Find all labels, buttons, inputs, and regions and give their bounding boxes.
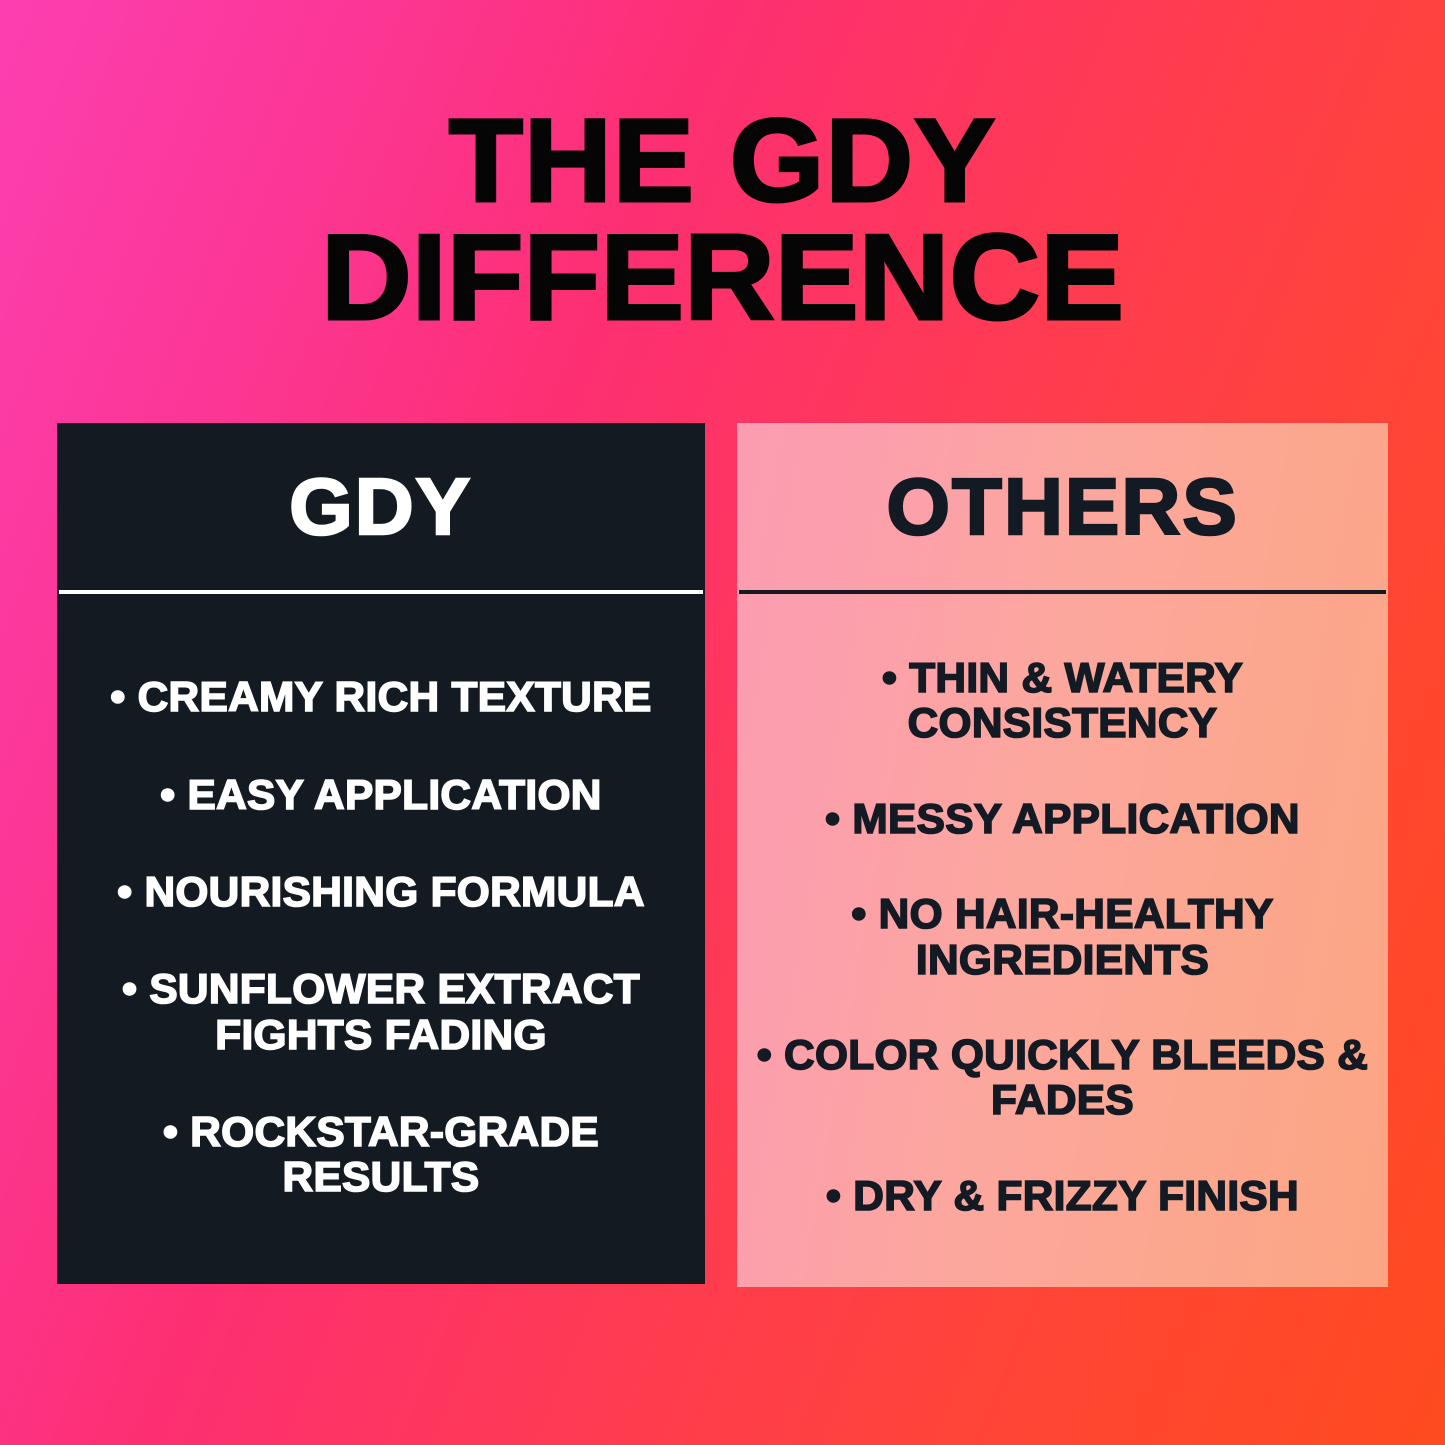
column-header-gdy-label: GDY [288,461,473,551]
list-item: • EASY APPLICATION [159,770,602,818]
column-divider-others [739,590,1386,594]
comparison-column-gdy: GDY • CREAMY RICH TEXTURE • EASY APPLICA… [57,423,705,1284]
list-item: • MESSY APPLICATION [824,794,1300,842]
list-item: • ROCKSTAR-GRADE RESULTS [162,1108,600,1201]
list-item: • COLOR QUICKLY BLEEDS & FADES [756,1030,1369,1124]
bullet-list-others: • THIN & WATERY CONSISTENCY • MESSY APPL… [737,594,1388,1287]
column-header-others-label: OTHERS [885,461,1239,551]
list-item: • CREAMY RICH TEXTURE [110,673,653,721]
list-item: • NO HAIR-HEALTHY INGREDIENTS [851,890,1275,983]
list-item: • THIN & WATERY CONSISTENCY [881,654,1244,747]
list-item: • NOURISHING FORMULA [116,867,645,915]
comparison-column-others: OTHERS • THIN & WATERY CONSISTENCY • MES… [737,423,1388,1287]
title-line-1: THE GDY [447,95,997,227]
comparison-table: GDY • CREAMY RICH TEXTURE • EASY APPLICA… [57,423,1388,1287]
title-line-2: DIFFERENCE [320,209,1126,346]
bullet-list-gdy: • CREAMY RICH TEXTURE • EASY APPLICATION… [57,594,705,1284]
list-item: • SUNFLOWER EXTRACT FIGHTS FADING [121,965,640,1058]
column-header-others: OTHERS [737,423,1388,590]
column-divider-gdy [59,590,703,594]
page-title: THE GDY DIFFERENCE [0,95,1445,346]
list-item: • DRY & FRIZZY FINISH [825,1171,1299,1219]
column-header-gdy: GDY [57,423,705,590]
